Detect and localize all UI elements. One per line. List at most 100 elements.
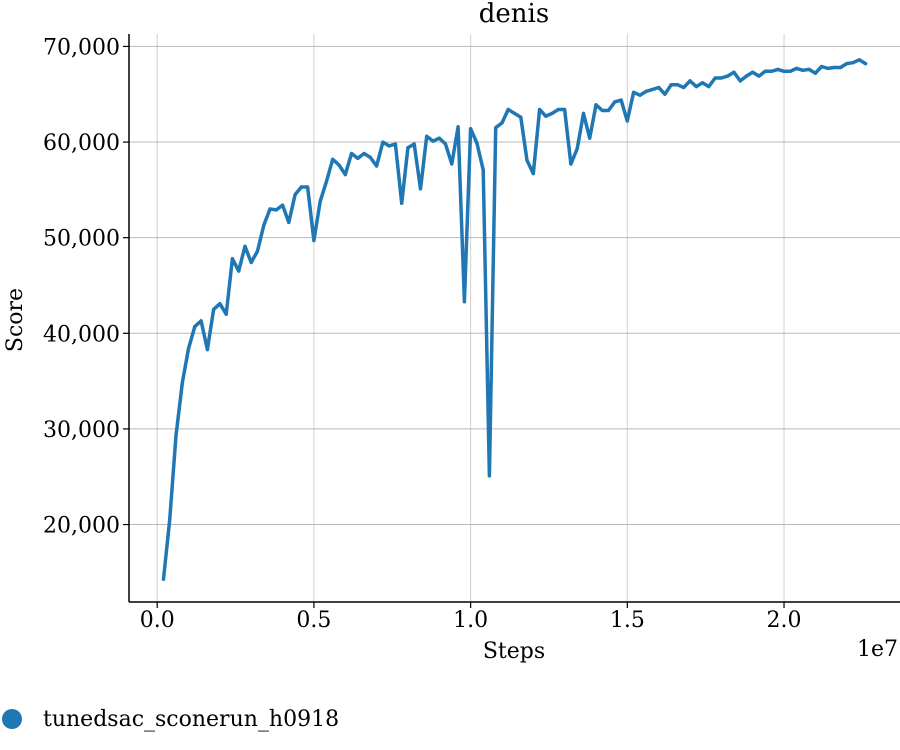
data-point (337, 163, 341, 167)
data-point (487, 474, 491, 478)
data-point (625, 119, 629, 123)
data-point (726, 74, 730, 78)
data-point (813, 71, 818, 75)
data-point (857, 58, 861, 62)
data-point (506, 107, 510, 112)
line-chart: 0.0 0.5 1.0 1.5 2.0 20,000 30,000 40,000 50,000 6… (3, 0, 900, 664)
data-point (349, 151, 354, 156)
data-point (757, 74, 761, 78)
data-point (168, 518, 172, 522)
data-point (249, 260, 253, 265)
data-point (820, 64, 824, 69)
data-point (688, 79, 692, 83)
data-point (387, 144, 391, 148)
data-point (795, 66, 799, 70)
y-tick-label: 70,000 (43, 35, 120, 60)
y-axis-label: Score (3, 288, 28, 352)
data-point (174, 434, 178, 438)
x-tick-label: 0.0 (140, 608, 175, 633)
data-point (274, 208, 278, 212)
data-point (243, 244, 247, 248)
data-point (318, 199, 322, 203)
series-line (161, 58, 868, 581)
data-point (550, 111, 554, 115)
legend: tunedsac_sconerun_h0918 (0, 704, 339, 734)
data-point (769, 69, 774, 73)
data-point (443, 142, 448, 146)
data-point (462, 300, 466, 304)
data-point (331, 157, 335, 161)
data-point (763, 69, 767, 73)
data-point (682, 85, 686, 90)
x-offset-label: 1e7 (857, 637, 898, 662)
data-point (619, 98, 623, 102)
y-tick-label: 60,000 (43, 131, 120, 156)
data-point (230, 257, 234, 261)
data-point (650, 87, 655, 92)
data-point (657, 85, 661, 90)
data-point (299, 185, 303, 189)
data-point (400, 201, 404, 205)
data-point (751, 70, 755, 74)
data-point (193, 325, 197, 329)
series-lines (161, 58, 868, 581)
data-point (863, 62, 868, 66)
data-point (606, 108, 611, 113)
x-axis-label: Steps (483, 639, 545, 664)
data-point (431, 139, 435, 143)
data-point (563, 107, 567, 112)
data-point (663, 92, 667, 96)
data-point (356, 156, 360, 160)
data-point (224, 312, 228, 316)
data-point (588, 136, 592, 140)
data-point (531, 172, 535, 176)
data-point (826, 66, 830, 70)
y-tick-label: 30,000 (43, 418, 120, 443)
data-point (544, 114, 548, 118)
data-point (262, 223, 266, 227)
data-point (638, 93, 642, 97)
axes (128, 34, 900, 603)
data-point (293, 193, 297, 197)
y-tick-label: 40,000 (43, 322, 120, 347)
ticks: 0.0 0.5 1.0 1.5 2.0 20,000 30,000 40,000 50,000 6… (43, 35, 802, 633)
data-point (475, 141, 479, 145)
data-point (199, 319, 203, 323)
data-point (418, 187, 423, 191)
data-point (456, 125, 460, 129)
data-point (186, 347, 191, 351)
data-point (700, 81, 705, 85)
data-point (343, 173, 347, 177)
data-point (613, 100, 617, 104)
data-point (362, 151, 366, 156)
data-point (218, 302, 222, 306)
data-point (393, 142, 397, 146)
x-tick-label: 1.5 (610, 608, 645, 633)
data-point (707, 85, 711, 89)
x-tick-label: 1.0 (453, 608, 488, 633)
data-point (525, 158, 529, 162)
data-point (287, 220, 291, 224)
data-point (425, 134, 429, 138)
x-tick-label: 0.5 (296, 608, 331, 633)
data-point (801, 68, 805, 72)
data-point (694, 85, 698, 89)
data-point (675, 83, 680, 87)
data-point (519, 115, 523, 119)
data-point (469, 127, 473, 131)
data-point (512, 111, 517, 115)
data-point (412, 142, 416, 146)
data-point (161, 577, 166, 581)
data-point (312, 238, 316, 243)
data-point (594, 103, 598, 107)
data-point (832, 65, 836, 70)
data-point (368, 155, 372, 159)
data-point (324, 179, 329, 183)
data-point (744, 74, 749, 78)
data-point (581, 111, 586, 115)
data-point (437, 136, 441, 140)
data-point (481, 168, 485, 172)
data-point (450, 162, 454, 166)
data-point (851, 61, 855, 65)
data-point (738, 79, 742, 83)
